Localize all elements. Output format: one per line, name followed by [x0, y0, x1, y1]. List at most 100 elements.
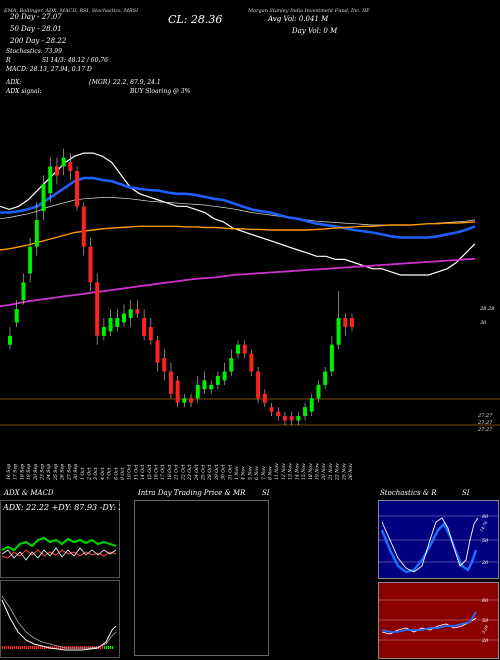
macd-bar — [82, 646, 84, 649]
date-tick-label: 6 Nov — [254, 466, 260, 480]
date-tick-label: 4 Nov — [241, 466, 247, 481]
candle-12-Nov — [282, 411, 287, 425]
long-ma-line — [0, 257, 476, 308]
macd-bar — [44, 646, 46, 649]
date-tick-label: 24 Oct — [194, 464, 200, 481]
macd-bar — [22, 646, 24, 649]
intraday-panel — [134, 500, 269, 656]
date-tick-label: 23 Oct — [187, 464, 193, 481]
date-axis: 16 Sep 17 Sep 18 Sep 19 Sep 20 Sep 23 Sep 24 S… — [6, 463, 354, 481]
candle-16-Sep — [8, 326, 12, 350]
adx-label: ADX: — [6, 79, 22, 86]
date-tick-label: 19 Sep — [26, 464, 32, 480]
date-tick-label: 8 Oct — [113, 467, 119, 480]
price-label-30: 30 — [480, 320, 487, 326]
date-tick-label: 18 Sep — [19, 464, 25, 480]
date-tick-label: 12 Nov — [281, 463, 287, 480]
candle-25-Nov — [343, 313, 348, 336]
date-tick-label: 20 Nov — [321, 463, 327, 481]
dma200-label: 200 Day - 28.22 — [10, 37, 67, 45]
macd-bar — [34, 646, 36, 649]
macd-bar — [2, 646, 4, 649]
price-label-top: 28.28 — [479, 306, 494, 312]
candle-22-Nov — [336, 291, 341, 350]
candle-1-Nov — [236, 340, 240, 359]
date-tick-label: 27 Sep — [66, 464, 72, 481]
candle-7-Nov — [262, 389, 267, 408]
macd-bar — [30, 646, 32, 649]
date-tick-label: 25 Sep — [53, 464, 59, 481]
date-tick-label: 7 Nov — [261, 466, 267, 480]
date-tick-label: 23 Sep — [40, 464, 46, 481]
date-tick-label: 29 Oct — [214, 464, 220, 481]
macd-bar — [18, 646, 20, 649]
macd-bar — [32, 646, 34, 649]
candle-2-Oct — [88, 237, 93, 292]
candle-13-Nov — [289, 411, 294, 425]
main-price-chart: 28.28 30 27.27 27.27 27.27 — [0, 148, 500, 433]
date-tick-label: 15 Oct — [147, 464, 153, 480]
ema20-line — [0, 152, 476, 276]
adx-signal-label: ADX signal: — [6, 88, 42, 95]
candle-26-Nov — [350, 313, 354, 332]
candle-16-Oct — [155, 335, 160, 372]
intraday-si: SI — [262, 489, 270, 497]
si-label: SI 14/3: 48.12 / 60.76 — [42, 57, 108, 64]
candle-8-Nov — [269, 402, 274, 417]
date-tick-label: 1 Oct — [80, 467, 86, 480]
macd-bar — [26, 646, 28, 649]
ticker-title: Morgan Stanley India Investment Fund, In… — [248, 8, 370, 14]
candle-3-Oct — [95, 273, 100, 345]
macd-bar — [84, 646, 86, 649]
candle-29-Oct — [215, 371, 220, 390]
candle-14-Oct — [142, 309, 147, 341]
candle-27-Sep — [68, 153, 73, 180]
candle-21-Nov — [329, 335, 334, 376]
macd-bar — [104, 646, 106, 649]
macd-signal-line — [1, 595, 117, 649]
indicators-line: EMA, Bollinger, ADX, MACD, RSI, Stochast… — [4, 8, 139, 14]
date-tick-label: 5 Nov — [247, 466, 253, 480]
candle-14-Nov — [296, 411, 301, 425]
macd-bar — [68, 646, 70, 649]
candle-17-Oct — [162, 349, 167, 381]
candle-18-Sep — [21, 273, 26, 305]
macd-bar — [8, 646, 10, 649]
dma20-label: 20 Day - 27.07 — [10, 13, 62, 21]
stoch-level-50: 50 — [482, 538, 489, 544]
stochastics-panel: 80 50 20 14.76 — [378, 500, 499, 579]
macd-bar — [80, 646, 82, 649]
macd-bar — [6, 646, 8, 649]
candle-19-Sep — [28, 237, 33, 283]
macd-bar — [72, 646, 74, 649]
macd-bar — [70, 646, 72, 649]
date-tick-label: 28 Oct — [207, 464, 213, 481]
macd-bar — [50, 646, 52, 649]
macd-bar — [108, 646, 110, 649]
macd-bar — [12, 646, 14, 649]
candle-25-Sep — [54, 157, 59, 185]
macd-bar — [16, 646, 18, 649]
date-tick-label: 21 Oct — [174, 464, 180, 481]
macd-bar — [58, 646, 60, 649]
date-tick-label: 13 Nov — [288, 463, 294, 480]
mrsi-line — [381, 611, 477, 633]
candle-24-Oct — [195, 375, 200, 403]
candle-31-Oct — [229, 349, 234, 376]
candle-30-Oct — [222, 362, 227, 385]
date-tick-label: 11 Oct — [133, 464, 139, 480]
date-tick-label: 14 Nov — [294, 463, 300, 480]
macd-bar — [112, 646, 114, 649]
date-tick-label: 25 Nov — [341, 463, 347, 481]
date-tick-label: 3 Oct — [93, 467, 99, 480]
candle-18-Oct — [168, 362, 173, 399]
candle-11-Nov — [276, 407, 281, 421]
candle-30-Sep — [75, 166, 80, 212]
macd-bar — [110, 646, 112, 649]
macd-bar — [14, 646, 16, 649]
macd-bar — [52, 646, 54, 649]
candle-26-Sep — [61, 148, 66, 176]
macd-bar — [56, 646, 58, 649]
candle-17-Sep — [14, 300, 19, 327]
candle-23-Oct — [189, 393, 194, 408]
